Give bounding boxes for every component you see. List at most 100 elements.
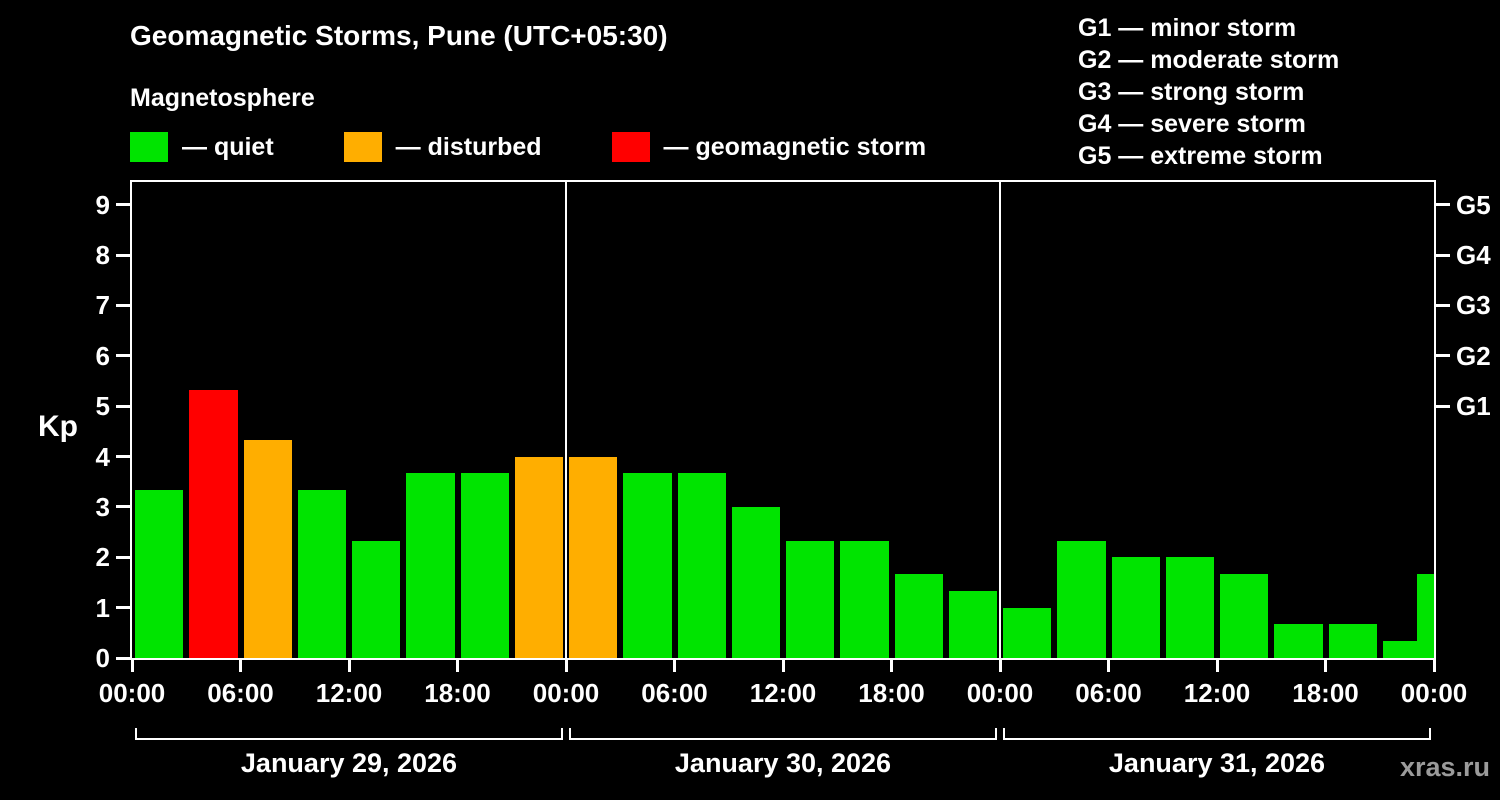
legend-label: — quiet (182, 132, 274, 161)
kp-bar-quiet (1417, 573, 1434, 658)
kp-bar-disturbed (243, 439, 292, 658)
quiet-color-swatch (130, 132, 168, 162)
chart-subtitle: Magnetosphere (130, 84, 315, 112)
y-axis-tick-label: 7 (95, 290, 110, 321)
kp-bar-quiet (460, 473, 509, 658)
day-separator-line (999, 182, 1001, 658)
kp-bar-quiet (1165, 557, 1214, 658)
g-scale-tick-label: G3 (1456, 290, 1491, 321)
g-scale-tick-label: G1 (1456, 391, 1491, 422)
day-bracket-line (135, 728, 563, 740)
g-scale-tick-label: G5 (1456, 189, 1491, 220)
day-bracket-end-left (569, 728, 571, 740)
y-axis-tick-label: 2 (95, 542, 110, 573)
x-axis-tick-label: 18:00 (1292, 678, 1359, 708)
legend-label: — disturbed (395, 132, 542, 161)
kp-bar-quiet (1274, 624, 1323, 658)
kp-bar-quiet (406, 473, 455, 658)
x-axis-tick-label: 06:00 (207, 678, 274, 708)
x-axis-tick-label: 18:00 (858, 678, 925, 708)
y-axis-tick-label: 4 (95, 441, 110, 472)
day-bracket-line (1003, 728, 1431, 740)
x-axis-tick-label: 06:00 (641, 678, 708, 708)
y-axis-tick (116, 606, 130, 610)
kp-bar-quiet (840, 540, 889, 658)
x-axis-tick-label: 12:00 (315, 678, 383, 708)
storm-scale-item: G3 — strong storm (1078, 78, 1305, 106)
y-axis-tick-label: 3 (95, 491, 110, 522)
kp-bar-quiet (1003, 607, 1052, 658)
y-axis-tick (116, 404, 130, 408)
x-axis-tick-label: 12:00 (1183, 678, 1251, 708)
kp-bar-quiet (786, 540, 835, 658)
kp-bar-quiet (352, 540, 401, 658)
day-date-label: January 29, 2026 (240, 748, 458, 778)
day-bracket: January 31, 2026 (1003, 728, 1431, 779)
kp-bar-quiet (1328, 624, 1377, 658)
x-axis-tick (673, 660, 676, 672)
kp-bar-quiet (894, 573, 943, 658)
day-bracket-end-right (561, 728, 563, 740)
x-axis-tick (890, 660, 893, 672)
x-axis-tick (347, 660, 351, 672)
x-axis-tick-label: 12:00 (749, 678, 817, 708)
day-date-label: January 31, 2026 (1108, 748, 1326, 778)
kp-bar-quiet (731, 506, 780, 658)
x-axis-tick (130, 660, 134, 672)
kp-bar-quiet (1057, 540, 1106, 658)
y-axis-label: Kp (38, 410, 78, 443)
x-axis-tick (564, 660, 568, 672)
x-axis-tick (1215, 660, 1219, 672)
day-date-label: January 30, 2026 (674, 748, 892, 778)
day-bracket-line (569, 728, 997, 740)
kp-bar-quiet (1111, 557, 1160, 658)
kp-bar-quiet (623, 473, 672, 658)
x-axis-tick (1324, 660, 1327, 672)
y-axis-tick-label: 6 (95, 340, 110, 371)
y-axis-tick-label: 0 (95, 643, 110, 673)
day-separator-line (565, 182, 567, 658)
x-axis-tick (239, 660, 242, 672)
page-title: Geomagnetic Storms, Pune (UTC+05:30) (130, 20, 668, 51)
x-axis-tick-label: 18:00 (424, 678, 491, 708)
storm-scale-item: G2 — moderate storm (1078, 46, 1340, 74)
storm-scale-item: G4 — severe storm (1078, 110, 1306, 138)
kp-bar-disturbed (514, 456, 563, 658)
kp-bar-quiet (1220, 573, 1269, 658)
y-axis-tick (116, 505, 130, 509)
x-axis-tick-label: 00:00 (966, 678, 1034, 708)
day-bracket-end-right (1429, 728, 1431, 740)
kp-bar-storm (189, 389, 238, 658)
status-legend: — quiet — disturbed — geomagnetic storm (130, 132, 926, 162)
x-axis-tick-label: 00:00 (98, 678, 166, 708)
day-bracket-end-right (995, 728, 997, 740)
y-axis-tick (116, 203, 130, 207)
legend-item-quiet: — quiet (130, 132, 274, 162)
g-scale-tick (1436, 303, 1450, 307)
g-scale-tick-label: G2 (1456, 340, 1491, 371)
y-axis-tick (116, 253, 130, 257)
y-axis-tick-label: 1 (95, 592, 110, 623)
y-axis-tick-label: 5 (95, 391, 110, 422)
kp-bar-disturbed (569, 456, 618, 658)
y-axis-tick-label: 9 (95, 189, 110, 220)
x-axis-tick (456, 660, 459, 672)
g-scale-tick (1436, 354, 1450, 358)
storm-color-swatch (611, 132, 650, 162)
legend-item-disturbed: — disturbed (343, 132, 542, 162)
disturbed-color-swatch (343, 132, 382, 162)
g-scale-tick (1436, 253, 1450, 257)
storm-scale-legend: G1 — minor storm G2 — moderate storm G3 — … (1078, 12, 1339, 172)
day-bracket-end-left (1003, 728, 1005, 740)
watermark: xras.ru (1399, 752, 1490, 782)
kp-bar-quiet (677, 473, 726, 658)
x-axis-tick-label: 06:00 (1075, 678, 1142, 708)
g-scale-tick-label: G4 (1456, 240, 1491, 271)
day-bracket: January 30, 2026 (569, 728, 997, 779)
y-axis-tick (116, 555, 130, 559)
kp-bar-quiet (297, 490, 346, 658)
g-scale-tick (1436, 404, 1450, 408)
kp-bar-quiet (948, 591, 997, 658)
g-scale-tick (1436, 203, 1450, 207)
storm-scale-item: G5 — extreme storm (1078, 142, 1323, 170)
